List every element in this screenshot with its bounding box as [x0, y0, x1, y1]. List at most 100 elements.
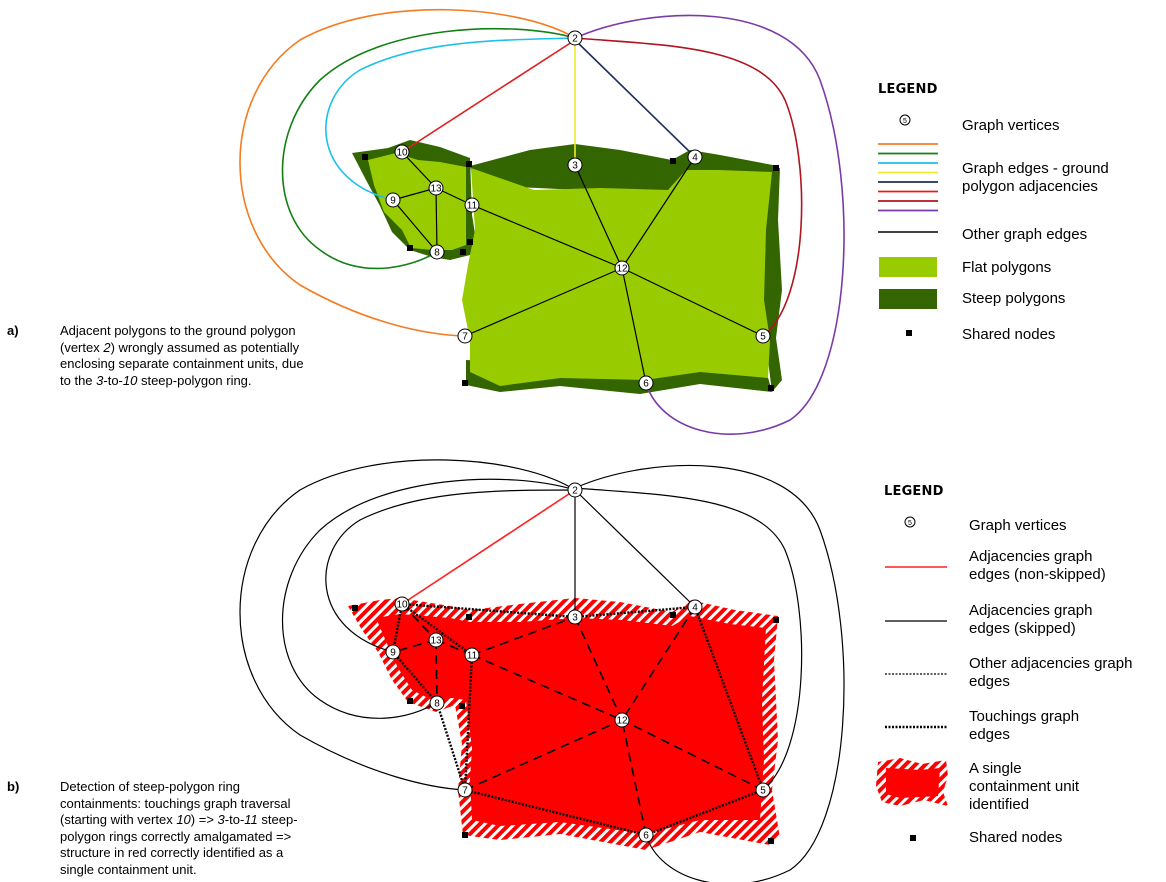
vertex-label: 7 — [462, 332, 468, 343]
containment-unit-body — [376, 614, 766, 834]
caption-segment: containments: touchings graph traversal — [60, 795, 291, 811]
legend-b-node-icon — [910, 835, 916, 841]
graph-vertex-2: 2 — [567, 30, 583, 46]
vertex-label: 3 — [572, 613, 578, 624]
panel-a-graph: 2 3 4 5 6 7 8 9 10 11 12 13 — [239, 8, 845, 435]
legend-steep-swatch — [879, 289, 937, 309]
legend-b-vertex-icon: 5 — [904, 516, 916, 528]
legend-a-title: LEGEND — [878, 82, 938, 97]
vertex-label: 13 — [430, 636, 442, 647]
legend-a-ground-edges-label-2: polygon adjacencies — [962, 178, 1098, 195]
caption-segment: to the — [60, 372, 97, 388]
legend-a-steep-label: Steep polygons — [962, 290, 1066, 307]
vertex-label: 12 — [616, 264, 628, 275]
caption-segment: -to- — [224, 812, 245, 827]
caption-segment: polygon rings correctly amalgamated => — [60, 828, 292, 844]
caption-segment: 10 — [122, 372, 138, 388]
caption-line: (vertex 2) wrongly assumed as potentiall… — [60, 340, 304, 357]
caption-segment: 11 — [244, 812, 258, 827]
vertex-label: 11 — [467, 651, 478, 662]
caption-line: polygon rings correctly amalgamated => — [60, 829, 298, 846]
vertex-label: 2 — [572, 486, 578, 497]
caption-segment: steep-polygon ring. — [137, 372, 252, 388]
legend-a-nodes-label: Shared nodes — [962, 326, 1056, 343]
vertex-label: 2 — [572, 34, 578, 45]
svg-text:5: 5 — [908, 520, 912, 527]
vertex-label: 12 — [616, 716, 628, 727]
caption-line: (starting with vertex 10) => 3-to-11 ste… — [60, 812, 298, 829]
flat-polygon-main — [462, 168, 772, 386]
graph-vertex-13: 13 — [428, 632, 444, 648]
legend-b-touchings-label-1: Touchings graph — [969, 708, 1080, 725]
legend-vertex-icon: 5 — [899, 114, 911, 126]
graph-vertex-8: 8 — [429, 695, 445, 711]
graph-vertex-10: 10 — [394, 144, 410, 160]
graph-vertex-5: 5 — [755, 782, 771, 798]
caption-segment: 2 — [103, 339, 111, 355]
vertex-label: 5 — [760, 332, 766, 343]
graph-vertex-11: 11 — [464, 647, 480, 663]
caption-line: enclosing separate containment units, du… — [60, 356, 304, 373]
vertex-label: 13 — [430, 184, 442, 195]
caption-segment: Adjacent polygons to the ground polygon — [60, 323, 296, 338]
legend-flat-swatch — [879, 257, 937, 277]
caption-segment: (vertex — [60, 339, 104, 355]
vertex-label: 8 — [434, 248, 440, 259]
graph-vertex-2: 2 — [567, 482, 583, 498]
graph-vertex-7: 7 — [457, 782, 473, 798]
legend-a-other-edges-label: Other graph edges — [962, 226, 1088, 243]
caption-segment: ) => — [190, 812, 218, 827]
graph-vertex-10: 10 — [394, 596, 410, 612]
panel-a-letter: a) — [7, 323, 19, 338]
caption-segment: steep- — [257, 812, 298, 827]
caption-segment: structure in red correctly identified as… — [60, 845, 284, 860]
legend-b-skipped-label-2: edges (skipped) — [969, 620, 1076, 637]
caption-segment: 10 — [176, 812, 191, 827]
legend-a-symbols: 5 — [878, 114, 938, 336]
caption-line: single containment unit. — [60, 862, 298, 879]
legend-b-symbols: 5 — [876, 516, 948, 841]
graph-vertex-6: 6 — [638, 827, 654, 843]
caption-segment: single containment unit. — [60, 861, 197, 877]
vertex-label: 3 — [572, 161, 578, 172]
legend-a-flat-label: Flat polygons — [962, 259, 1052, 276]
caption-line: Detection of steep-polygon ring — [60, 779, 298, 796]
panel-a-caption: Adjacent polygons to the ground polygon(… — [60, 323, 304, 389]
caption-segment: enclosing separate containment units, du… — [60, 356, 304, 371]
caption-segment: (starting with vertex — [60, 812, 177, 827]
vertex-label: 9 — [390, 648, 396, 659]
vertex-label: 6 — [643, 379, 649, 390]
caption-line: Adjacent polygons to the ground polygon — [60, 323, 304, 340]
vertex-label: 9 — [390, 196, 396, 207]
panel-b-letter: b) — [7, 779, 20, 794]
graph-vertex-5: 5 — [755, 328, 771, 344]
legend-b-non-skipped-label-2: edges (non-skipped) — [969, 566, 1106, 583]
vertex-label: 4 — [692, 153, 698, 164]
graph-vertex-8: 8 — [429, 244, 445, 260]
graph-vertex-7: 7 — [457, 328, 473, 344]
graph-vertex-4: 4 — [687, 149, 703, 165]
legend-b-title: LEGEND — [884, 484, 944, 499]
caption-line: containments: touchings graph traversal — [60, 796, 298, 813]
svg-text:5: 5 — [903, 118, 907, 125]
panel-b-graph: 2 3 4 5 6 7 8 9 10 11 12 13 — [239, 459, 845, 882]
caption-segment: 3 — [217, 812, 225, 827]
legend-b-nodes-label: Shared nodes — [969, 829, 1063, 846]
graph-vertex-3: 3 — [567, 609, 583, 625]
vertex-label: 10 — [396, 600, 408, 611]
graph-vertex-9: 9 — [385, 644, 401, 660]
legend-node-icon — [906, 330, 912, 336]
legend-b-unit-label-3: identified — [969, 796, 1030, 813]
graph-vertex-6: 6 — [638, 375, 654, 391]
caption-segment: ) wrongly assumed as potentially — [110, 339, 300, 355]
legend-b-other-adj-label-2: edges — [969, 673, 1010, 690]
vertex-label: 6 — [643, 831, 649, 842]
graph-vertex-13: 13 — [428, 180, 444, 196]
graph-vertex-9: 9 — [385, 192, 401, 208]
legend-b-skipped-label-1: Adjacencies graph — [969, 602, 1093, 619]
panel-b-caption: Detection of steep-polygon ring containme… — [60, 779, 298, 878]
vertex-label: 10 — [396, 148, 408, 159]
legend-a-ground-edges-label-1: Graph edges - ground — [962, 160, 1109, 177]
graph-vertex-11: 11 — [464, 197, 480, 213]
